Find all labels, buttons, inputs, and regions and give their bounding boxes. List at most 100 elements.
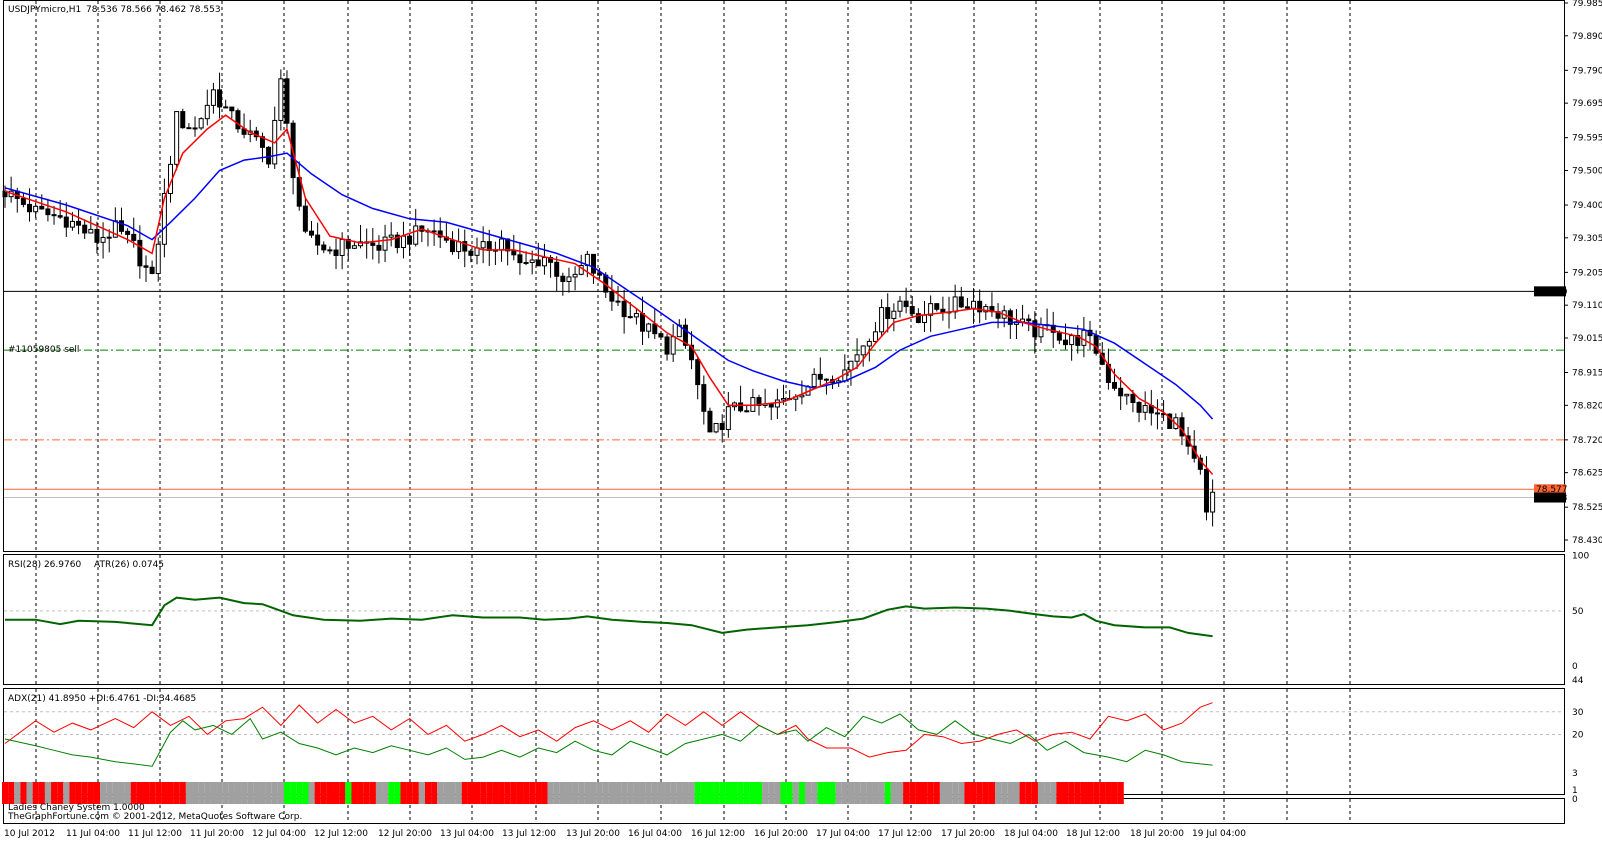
level-price-tag: 79.150 — [1536, 287, 1568, 297]
strip-bar — [952, 782, 959, 804]
strip-bar — [651, 782, 658, 804]
time-tick-label: 12 Jul 12:00 — [314, 829, 368, 839]
candle-body — [811, 373, 817, 388]
candle-body — [235, 110, 241, 130]
strip-bar — [198, 782, 205, 804]
candle-body — [897, 300, 903, 312]
ma-slow-line — [4, 152, 1214, 420]
candle-body — [1203, 468, 1209, 513]
time-tick-label: 10 Jul 2012 — [4, 829, 55, 839]
candle-body — [125, 230, 131, 235]
candle-body — [701, 384, 707, 412]
strip-bar — [896, 782, 904, 804]
strip-bar — [608, 782, 615, 804]
candle-body — [952, 296, 958, 313]
strip-bar — [719, 782, 726, 804]
strip-bar — [664, 782, 671, 804]
price-tick-label: 79.400 — [1572, 201, 1602, 211]
ma-fast-line — [4, 114, 1214, 475]
strip-bar — [762, 782, 769, 804]
candle-body — [744, 410, 750, 413]
candle-body — [358, 241, 364, 247]
strip-bar — [694, 782, 701, 804]
strip-bar — [161, 782, 168, 804]
strip-bar — [241, 782, 248, 804]
strip-bar — [602, 782, 609, 804]
time-tick-label: 13 Jul 20:00 — [566, 829, 620, 839]
candle-body — [523, 261, 529, 264]
atr-label: ATR(26) 0.0745 — [94, 560, 164, 570]
candle-body — [627, 316, 633, 319]
candle-body — [351, 245, 357, 249]
candle-body — [327, 249, 333, 252]
strip-bar — [192, 782, 199, 804]
candle-body — [480, 241, 486, 249]
strip-tick-label: 1 — [1572, 786, 1578, 796]
strip-bar — [700, 782, 707, 804]
strip-bar — [87, 782, 94, 804]
candle-body — [413, 225, 419, 245]
strip-bar — [909, 782, 916, 804]
candle-body — [345, 238, 351, 249]
candle-body — [658, 333, 664, 338]
strip-bar — [688, 782, 695, 804]
time-axis: 10 Jul 2012 11 Jul 04:00 11 Jul 12:00 11 Ju… — [4, 829, 1246, 839]
strip-bar — [112, 782, 119, 804]
strip-bar — [222, 782, 229, 804]
candle-body — [768, 403, 774, 408]
strip-bar — [155, 782, 162, 804]
strip-bar — [106, 782, 113, 804]
candle-body — [45, 208, 51, 216]
candle-body — [817, 373, 823, 380]
strip-bar — [8, 782, 15, 804]
strip-bar — [339, 782, 346, 804]
price-tick-label: 79.790 — [1572, 66, 1602, 76]
candle-body — [879, 307, 885, 333]
candle-body — [370, 242, 376, 246]
candle-body — [100, 236, 106, 243]
strip-bar — [627, 782, 634, 804]
candle-body — [609, 291, 615, 302]
candle-body — [756, 397, 762, 406]
strip-bar — [265, 782, 272, 804]
candle-body — [891, 310, 897, 319]
adx-label: ADX(21) 41.8950 +DI:6.4761 -DI:34.4685 — [8, 694, 196, 704]
candle-body — [431, 230, 437, 233]
strip-bar — [933, 782, 940, 804]
strip-bar — [185, 782, 193, 804]
candle-body — [664, 336, 670, 355]
candle-body — [707, 410, 713, 433]
candle-body — [180, 111, 186, 129]
candle-body — [799, 394, 805, 398]
adx-tick-label: 44 — [1572, 676, 1584, 686]
candle-body — [63, 216, 69, 228]
candle-body — [315, 234, 321, 246]
candle-body — [1112, 381, 1118, 389]
candle-body — [94, 228, 100, 243]
candle-body — [652, 323, 658, 335]
strip-bar — [20, 782, 27, 804]
time-grid — [35, 1, 1351, 823]
strip-bar — [939, 782, 947, 804]
indicator-labels: USDJPYmicro,H1 78.536 78.566 78.462 78.5… — [7, 5, 302, 822]
strip-bar — [498, 782, 505, 804]
candle-body — [940, 308, 946, 313]
chart-title: USDJPYmicro,H1 — [8, 5, 81, 15]
strip-bar — [437, 782, 444, 804]
price-tick-label: 78.625 — [1572, 469, 1602, 479]
strip-bar — [1044, 782, 1051, 804]
candle-body — [229, 106, 235, 112]
strip-bar — [320, 782, 327, 804]
candle-body — [118, 220, 124, 232]
time-tick-label: 19 Jul 04:00 — [1192, 829, 1246, 839]
strip-bar — [424, 782, 432, 804]
strip-bar — [970, 782, 977, 804]
strip-bar — [1093, 782, 1100, 804]
adx-tick-label: 30 — [1572, 708, 1584, 718]
candle-body — [1142, 405, 1148, 413]
strip-bar — [946, 782, 953, 804]
strip-bar — [811, 782, 818, 804]
candle-body — [621, 300, 627, 318]
strip-bar — [492, 782, 499, 804]
